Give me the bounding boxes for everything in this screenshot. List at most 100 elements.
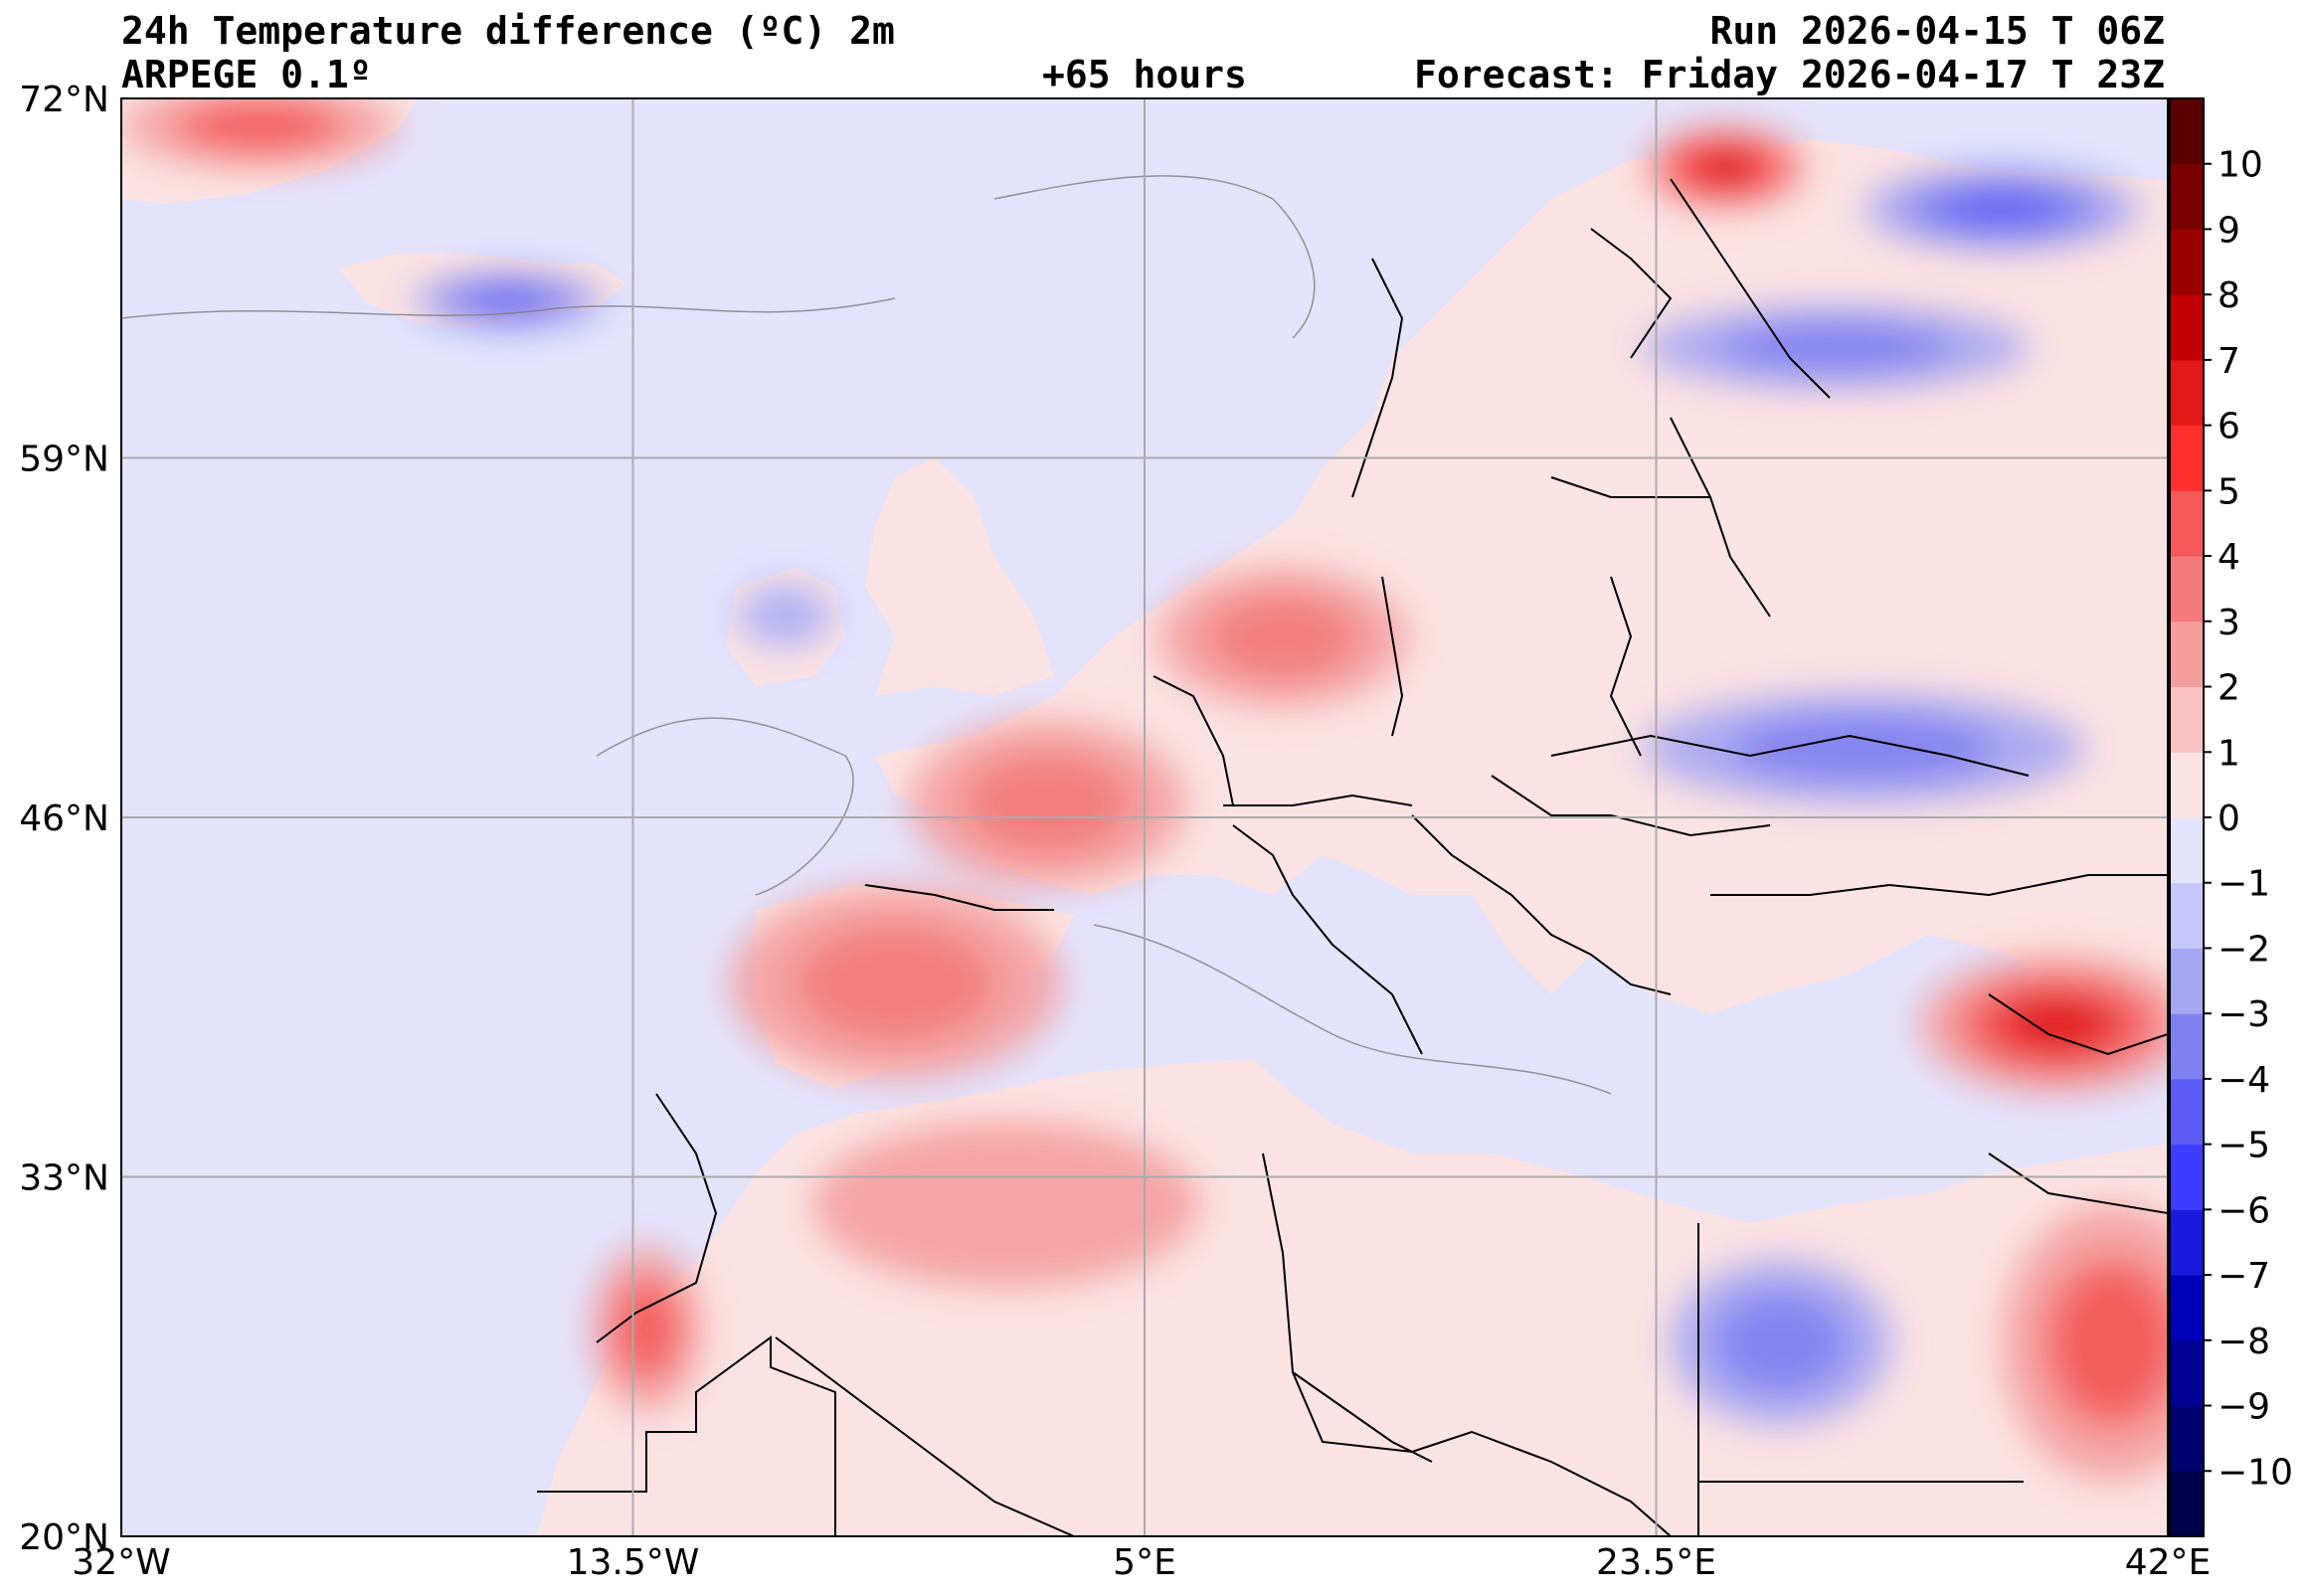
border-balkans [1411, 814, 1672, 995]
colorbar-tick-label: 1 [2218, 733, 2240, 774]
colorbar-segment [2170, 1078, 2204, 1146]
lat-tick-label: 46°N [19, 798, 109, 839]
colorbar [2170, 98, 2204, 1537]
colorbar-tick-label: −2 [2218, 929, 2270, 970]
colorbar-segment [2170, 98, 2204, 165]
colorbar-tick-label: −1 [2218, 864, 2270, 905]
colorbar-segment [2170, 686, 2204, 753]
cold-anomaly-iceland [466, 288, 551, 312]
warm-anomaly-north-sweden [1697, 153, 1753, 182]
border-baltics [1550, 476, 1710, 498]
cold-anomaly-kola [1942, 191, 2061, 228]
warm-anomaly-algeria [812, 1121, 1200, 1288]
colorbar-segment [2170, 294, 2204, 361]
border-mali-algeria [775, 1336, 1075, 1536]
border-western-sahara [537, 1335, 836, 1536]
colorbar-segment [2170, 1275, 2204, 1341]
colorbar-tick-label: −7 [2218, 1256, 2270, 1297]
lat-tick-label: 72°N [19, 80, 109, 120]
colorbar-segment [2170, 1405, 2204, 1472]
colorbar-segment [2170, 229, 2204, 295]
colorbar-segment [2170, 948, 2204, 1014]
colorbar-tick-label: 10 [2218, 145, 2263, 186]
border-romania [1491, 775, 1771, 837]
colorbar-tick-label: 0 [2218, 798, 2240, 839]
border-alps [1223, 794, 1413, 806]
warm-anomaly-greenland-coast [176, 100, 343, 151]
border-syria [1988, 993, 2168, 1056]
model-label: ARPEGE 0.1º [121, 53, 372, 96]
colorbar-tick-label: −5 [2218, 1126, 2270, 1166]
colorbar-tick-label: 6 [2218, 407, 2240, 447]
border-saudi [1988, 1153, 2168, 1214]
colorbar-segment [2170, 1144, 2204, 1210]
colorbar-segment [2170, 817, 2204, 884]
contour-atlantic [121, 297, 896, 319]
colorbar-segment [2170, 556, 2204, 622]
border-sudan-chad [1411, 1430, 1672, 1536]
colorbar-tick-label: 7 [2218, 341, 2240, 382]
border-france-germany [1153, 675, 1234, 806]
lat-tick-label: 33°N [19, 1158, 109, 1199]
warm-anomaly-morocco-coast [614, 1279, 680, 1379]
border-turkey [1710, 874, 2168, 897]
border-morocco-algeria [596, 1093, 718, 1343]
colorbar-segment [2170, 1471, 2204, 1537]
colorbar-tick-label: −9 [2218, 1387, 2270, 1428]
colorbar-tick-label: −8 [2218, 1322, 2270, 1362]
colorbar-tick-label: 4 [2218, 537, 2240, 578]
border-ukraine [1550, 734, 2030, 777]
colorbar-tick-label: 9 [2218, 210, 2240, 251]
lon-tick-label: 5°E [1113, 1542, 1176, 1583]
lon-tick-label: 42°E [2125, 1542, 2212, 1583]
border-germany-poland [1381, 576, 1404, 737]
colorbar-segment [2170, 490, 2204, 557]
contours [121, 175, 1612, 1095]
warm-anomaly-anatolia [1998, 994, 2117, 1055]
cold-anomaly-ukraine [1730, 715, 1997, 782]
border-finland-russia [1670, 178, 1831, 399]
colorbar-segment [2170, 882, 2204, 949]
border-italy [1232, 824, 1423, 1055]
colorbar-tick-label: −10 [2218, 1452, 2293, 1493]
colorbar-tick-label: −6 [2218, 1190, 2270, 1231]
colorbar-segment [2170, 1339, 2204, 1407]
lon-tick-label: 32°W [72, 1542, 170, 1583]
colorbar-tick-label: 3 [2218, 603, 2240, 643]
colorbar-tick-label: 8 [2218, 275, 2240, 316]
border-france-spain [864, 884, 1054, 911]
contour-bay [596, 717, 854, 896]
chart-title: 24h Temperature difference (ºC) 2m [121, 9, 895, 53]
border-sweden-finland [1590, 228, 1673, 359]
colorbar-segment [2170, 1209, 2204, 1276]
borders [537, 178, 2168, 1536]
colorbar-segment [2170, 1013, 2204, 1080]
colorbar-segment [2170, 425, 2204, 491]
lead-time-label: +65 hours [1042, 53, 1247, 96]
contour-med [1093, 924, 1612, 1095]
land-great-britain [865, 457, 1054, 696]
cold-anomaly-finland [1719, 322, 1953, 373]
warm-anomaly-arabia [2045, 1259, 2168, 1426]
colorbar-tick-label: −4 [2218, 1060, 2270, 1101]
lon-tick-label: 13.5°W [567, 1542, 700, 1583]
map-frame [120, 97, 2169, 1537]
colorbar-segment [2170, 752, 2204, 818]
colorbar-segment [2170, 163, 2204, 230]
colorbar-tick-label: 2 [2218, 668, 2240, 709]
colorbar-tick-label: 5 [2218, 471, 2240, 512]
lat-tick-label: 20°N [19, 1517, 109, 1558]
cold-anomaly-egypt [1713, 1293, 1848, 1393]
colorbar-tick-label: −3 [2218, 994, 2270, 1035]
colorbar-segment [2170, 621, 2204, 688]
border-poland-belarus [1609, 576, 1642, 757]
warm-anomaly-iberia [796, 925, 995, 1042]
lat-tick-label: 59°N [19, 440, 109, 480]
border-niger [1292, 1371, 1433, 1463]
colorbar-segment [2170, 359, 2204, 427]
run-label: Run 2026-04-15 T 06Z [1709, 9, 2165, 53]
warm-anomaly-france [965, 754, 1132, 854]
lon-tick-label: 23.5°E [1596, 1542, 1716, 1583]
cold-anomaly-ireland [752, 594, 818, 637]
